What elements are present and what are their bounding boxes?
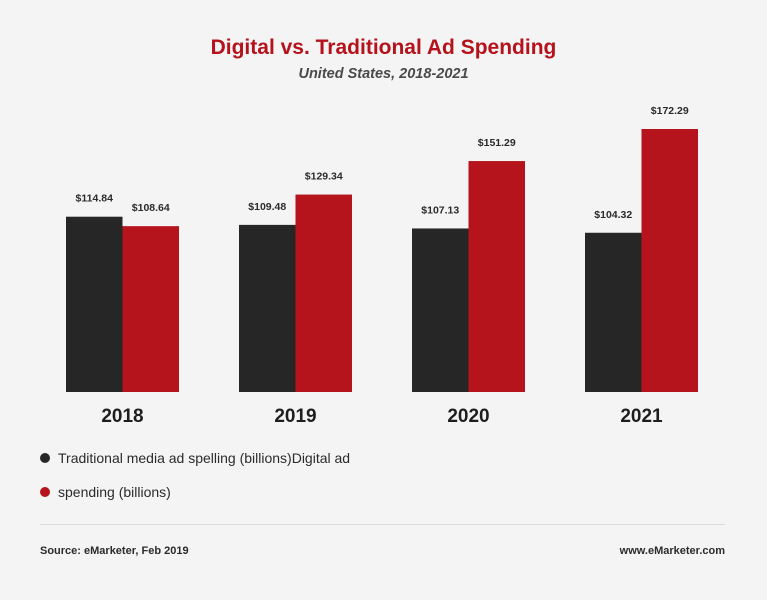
footer-divider [40, 524, 725, 525]
data-label-2018-series-1: $114.84 [76, 193, 114, 205]
bar-2018-series-2 [122, 226, 179, 392]
bar-2020-series-2 [468, 161, 525, 392]
website-link[interactable]: www.eMarketer.com [619, 545, 725, 557]
legend-item-digital: spending (billions) [40, 482, 350, 502]
data-label-2020-series-2: $151.29 [478, 137, 516, 149]
data-label-2020-series-1: $107.13 [421, 204, 459, 216]
bar-2020-series-1 [412, 228, 469, 392]
legend-label-traditional: Traditional media ad spelling (billions)… [58, 450, 351, 466]
data-label-2018-series-2: $108.64 [132, 202, 170, 214]
bar-2018-series-1 [66, 216, 123, 392]
bar-2021-series-2 [641, 129, 698, 392]
chart-subtitle: United States, 2018-2021 [298, 66, 469, 82]
bar-2021-series-1 [585, 232, 642, 392]
legend: Traditional media ad spelling (billions)… [40, 448, 350, 516]
x-tick-label-2020: 2020 [447, 406, 489, 427]
data-label-2021-series-1: $104.32 [594, 209, 632, 221]
data-label-2021-series-2: $172.29 [651, 105, 689, 117]
legend-swatch-digital [40, 487, 50, 497]
chart-title: Digital vs. Traditional Ad Spending [210, 36, 557, 59]
legend-item-traditional: Traditional media ad spelling (billions)… [40, 448, 350, 468]
x-tick-label-2021: 2021 [620, 406, 663, 427]
legend-label-digital: spending (billions) [58, 484, 171, 500]
bar-2019-series-2 [295, 194, 352, 392]
x-tick-label-2018: 2018 [101, 406, 143, 427]
bar-2019-series-1 [239, 224, 296, 392]
data-label-2019-series-2: $129.34 [305, 171, 343, 183]
legend-swatch-traditional [40, 453, 50, 463]
bar-chart: $114.84 $108.64 2018 $109.48 $129.34 2019 $107… [66, 105, 698, 427]
x-tick-label-2019: 2019 [274, 406, 316, 427]
data-label-2019-series-1: $109.48 [248, 201, 286, 213]
source-note: Source: eMarketer, Feb 2019 [40, 545, 189, 557]
